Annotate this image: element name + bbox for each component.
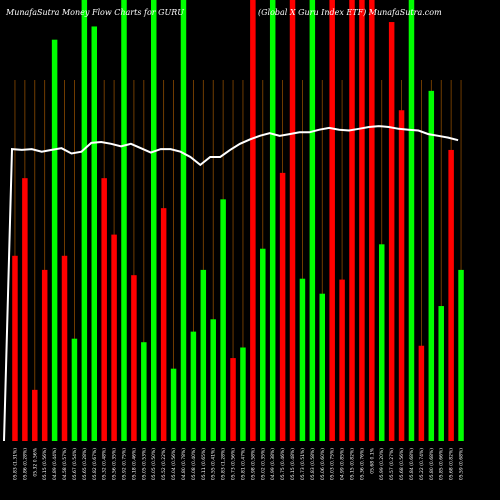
money-flow-bar <box>299 278 306 441</box>
x-tick-label: 05.06 (0.60%) <box>320 448 326 480</box>
money-flow-bar <box>200 269 207 441</box>
x-tick-label: 05.32 (0.48%) <box>102 448 108 480</box>
x-tick-label: 05.81 (0.47%) <box>240 448 246 480</box>
x-tick-label: 05.15 (0.48%) <box>290 448 296 480</box>
x-tick-label: 05.68 0.1% <box>369 447 375 473</box>
money-flow-bar <box>150 0 157 441</box>
x-tick-label: 05.04 (0.56%) <box>171 448 177 480</box>
money-flow-bar <box>51 39 58 441</box>
x-tick-label: 05.05 (0.50%) <box>151 448 157 480</box>
money-flow-bar <box>369 0 375 441</box>
x-tick-label: 05.83 (1.28%) <box>221 448 227 480</box>
money-flow-bar <box>160 208 167 441</box>
x-tick-label: 05.98 (0.58%) <box>250 448 256 480</box>
x-tick-label: 05.32 0.56% <box>32 447 38 476</box>
x-tick-label: 05.73 (0.51%) <box>300 448 306 480</box>
money-flow-bar <box>260 248 266 441</box>
money-flow-bar <box>359 0 365 441</box>
money-flow-bar <box>61 255 68 441</box>
money-flow-bar <box>101 178 107 441</box>
money-flow-bar <box>458 269 464 441</box>
money-flow-bar <box>438 306 444 441</box>
x-tick-label: 05.05 (0.53%) <box>141 448 147 480</box>
money-flow-bar <box>121 0 127 441</box>
x-tick-label: 05.08 (0.40%) <box>191 448 197 480</box>
money-flow-bar <box>269 0 276 441</box>
money-flow-bar <box>349 0 355 441</box>
x-tick-label: 05.11 (0.65%) <box>201 448 207 480</box>
x-tick-label: 05.22 (0.74%) <box>419 448 425 480</box>
x-tick-label: 05.02 (0.35%) <box>260 448 266 480</box>
money-flow-bar <box>448 149 454 441</box>
money-flow-bar <box>289 0 296 441</box>
money-flow-bars <box>12 0 464 442</box>
x-tick-label: 05.36 (0.76%) <box>359 448 365 480</box>
money-flow-bar <box>428 90 435 441</box>
x-tick-label: 05.85 (0.66%) <box>439 448 445 480</box>
money-flow-bar <box>220 199 226 441</box>
money-flow-bar <box>408 0 415 441</box>
money-flow-bar <box>309 0 316 441</box>
money-flow-bar <box>131 275 137 441</box>
x-tick-label: 05.56 (0.35%) <box>112 448 118 480</box>
x-tick-label: 05.68 (0.82%) <box>449 448 455 480</box>
money-flow-bar <box>398 110 405 441</box>
chart-title: MunafaSutra Money Flow Charts for GURU <box>5 8 184 17</box>
money-flow-bar <box>319 293 326 441</box>
money-flow-bar <box>41 269 48 441</box>
money-flow-bar <box>190 331 197 441</box>
money-flow-bar <box>279 172 286 441</box>
x-tick-label: 04.99 (0.85%) <box>340 448 346 480</box>
x-tick-label: 05.52 (0.22%) <box>161 448 167 480</box>
x-tick-label: 05.57 (0.27%) <box>389 448 395 480</box>
x-tick-label: 04.89 (0.44%) <box>52 448 58 480</box>
money-flow-bar <box>418 345 425 441</box>
chart-subtitle: (Global X Guru Index ETF) MunafaSutra.co… <box>258 8 442 17</box>
money-flow-bar <box>71 338 78 441</box>
x-tick-label: 05.86 (0.28%) <box>22 448 28 480</box>
money-flow-bar <box>22 178 28 441</box>
money-flow-bar <box>329 0 335 441</box>
x-tick-label: 05.84 (0.68%) <box>409 448 415 480</box>
x-tick-label: 05.73 (0.56%) <box>231 448 237 480</box>
price-line <box>3 125 459 442</box>
money-flow-bar <box>32 389 38 441</box>
x-tick-label: 05.67 (0.54%) <box>72 448 78 480</box>
x-tick-label: 05.18 (0.46%) <box>131 448 137 480</box>
money-flow-bar <box>210 319 216 441</box>
x-tick-label: 05.99 (0.20%) <box>379 448 385 480</box>
x-tick-label: 05.59 (0.68%) <box>459 448 465 480</box>
x-axis-tick-labels: 05.83 (1.31%) 05.86 (0.28%) 05.32 0.56% 05.… <box>12 447 464 480</box>
money-flow-bar <box>180 0 187 441</box>
x-tick-label: 05.92 (0.75%) <box>122 448 128 480</box>
x-tick-label: 04.58 (0.57%) <box>62 448 68 480</box>
x-tick-label: 05.83 (1.31%) <box>12 448 18 480</box>
x-tick-label: 05.15 (0.56%) <box>42 448 48 480</box>
x-tick-label: 05.83 (0.58%) <box>310 448 316 480</box>
x-tick-label: 05.75 (0.46%) <box>280 448 286 480</box>
money-flow-bar <box>230 358 236 441</box>
money-flow-bar <box>388 22 395 442</box>
money-flow-bar <box>12 255 18 441</box>
x-tick-label: 05.80 (0.68%) <box>429 448 435 480</box>
money-flow-bar <box>111 234 117 441</box>
x-tick-label: 05.82 (0.67%) <box>92 448 98 480</box>
money-flow-bar <box>378 244 385 441</box>
money-flow-bar <box>91 26 98 442</box>
money-flow-bar <box>339 279 345 441</box>
money-flow-bar <box>141 342 147 441</box>
money-flow-bar <box>170 368 177 441</box>
x-tick-label: 05.65 (0.28%) <box>82 448 88 480</box>
money-flow-bar <box>250 0 256 441</box>
money-flow-bar <box>240 347 246 441</box>
x-tick-label: 04.99 (0.38%) <box>270 448 276 480</box>
x-tick-label: 05.68 (0.56%) <box>399 448 405 480</box>
x-tick-label: 04.80 (0.78%) <box>181 448 187 480</box>
x-tick-label: 05.15 (0.82%) <box>350 448 356 480</box>
x-tick-label: 05.55 (0.41%) <box>211 448 217 480</box>
x-tick-label: 05.03 (0.75%) <box>330 448 336 480</box>
money-flow-bar <box>81 0 88 441</box>
